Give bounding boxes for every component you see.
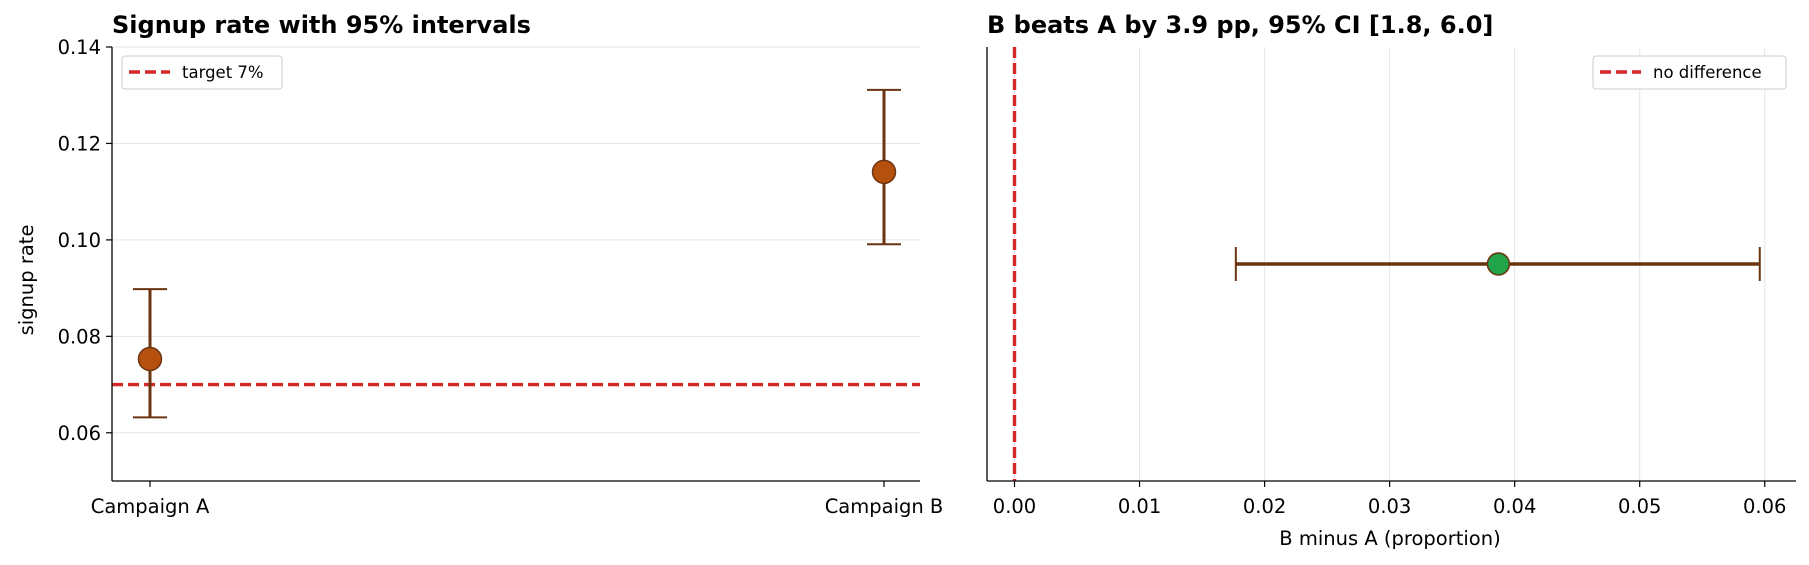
x-ticks: 0.00 0.01 0.02 0.03 0.04 0.05 0.06 bbox=[993, 481, 1786, 518]
difference-panel: 0.00 0.01 0.02 0.03 0.04 0.05 0.06 B beats A b… bbox=[986, 11, 1796, 550]
axes bbox=[111, 47, 920, 482]
chart-title: B beats A by 3.9 pp, 95% CI [1.8, 6.0] bbox=[987, 11, 1493, 39]
x-tick-label: Campaign B bbox=[825, 495, 944, 518]
y-tick-label: 0.10 bbox=[58, 229, 101, 252]
x-tick-label: 0.01 bbox=[1118, 495, 1161, 518]
legend-label: target 7% bbox=[182, 63, 264, 82]
axes bbox=[986, 47, 1796, 482]
errorbars bbox=[133, 88, 901, 419]
legend: target 7% bbox=[121, 55, 283, 90]
legend: no difference bbox=[1592, 55, 1787, 90]
x-tick-label: 0.00 bbox=[993, 495, 1036, 518]
data-points bbox=[1486, 252, 1511, 276]
x-tick-label: 0.04 bbox=[1493, 495, 1536, 518]
y-axis-label: signup rate bbox=[15, 225, 38, 336]
y-ticks: 0.06 0.08 0.10 0.12 0.14 bbox=[58, 36, 112, 445]
x-tick-label: Campaign A bbox=[91, 495, 210, 518]
legend-box bbox=[1592, 55, 1787, 90]
data-points bbox=[137, 159, 897, 372]
data-point bbox=[871, 159, 897, 185]
grid bbox=[112, 46, 920, 434]
x-tick-label: 0.02 bbox=[1243, 495, 1286, 518]
y-tick-label: 0.14 bbox=[58, 36, 101, 59]
signup-rate-panel: 0.060.080.100.120.14 Campaign A Campaign … bbox=[15, 11, 943, 518]
x-ticks: Campaign A Campaign B bbox=[91, 481, 944, 518]
y-tick-label: 0.06 bbox=[58, 422, 101, 445]
x-axis-label: B minus A (proportion) bbox=[1279, 527, 1500, 550]
y-tick-label: 0.08 bbox=[58, 325, 101, 348]
x-tick-label: 0.05 bbox=[1618, 495, 1661, 518]
y-tick-label: 0.12 bbox=[58, 132, 101, 155]
chart-title: Signup rate with 95% intervals bbox=[112, 11, 531, 39]
data-point bbox=[1486, 252, 1511, 276]
legend-label: no difference bbox=[1653, 63, 1762, 82]
data-point bbox=[137, 346, 163, 372]
legend-box bbox=[121, 55, 283, 90]
x-tick-label: 0.03 bbox=[1368, 495, 1411, 518]
x-tick-label: 0.06 bbox=[1743, 495, 1786, 518]
